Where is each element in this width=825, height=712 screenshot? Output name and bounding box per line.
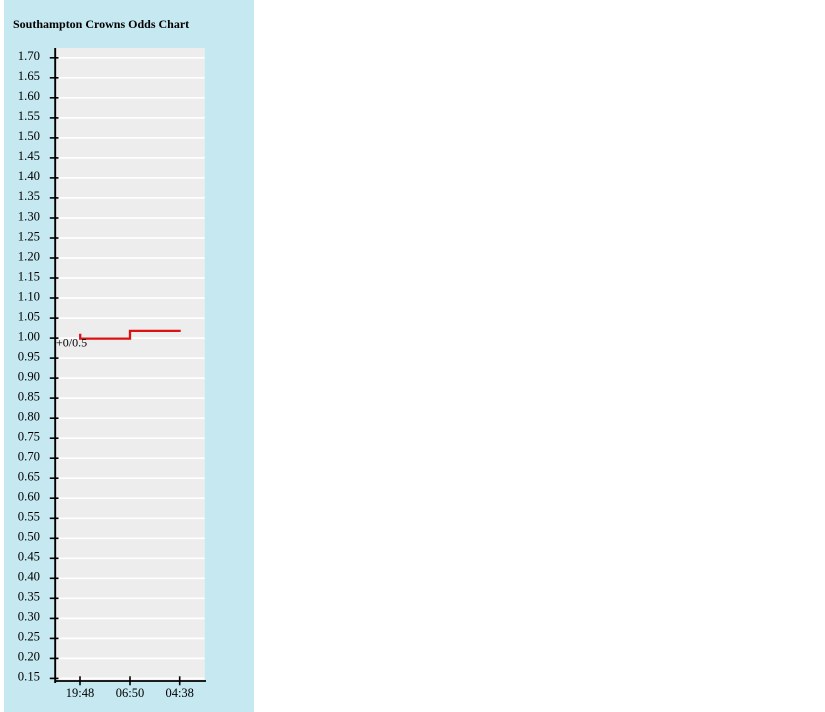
svg-text:1.25: 1.25: [18, 229, 40, 243]
svg-text:0.95: 0.95: [18, 349, 40, 363]
svg-text:1.20: 1.20: [18, 249, 40, 263]
svg-text:0.90: 0.90: [18, 369, 40, 383]
svg-text:0.55: 0.55: [18, 510, 40, 524]
svg-text:0.85: 0.85: [18, 389, 40, 403]
svg-text:0.30: 0.30: [18, 610, 40, 624]
svg-text:0.75: 0.75: [18, 430, 40, 444]
svg-text:1.45: 1.45: [18, 149, 40, 163]
svg-text:06:50: 06:50: [116, 686, 144, 700]
svg-text:19:48: 19:48: [66, 686, 94, 700]
svg-text:0.25: 0.25: [18, 630, 40, 644]
svg-text:1.65: 1.65: [18, 69, 40, 83]
svg-text:0.70: 0.70: [18, 450, 40, 464]
svg-text:+0/0.5: +0/0.5: [56, 336, 87, 350]
svg-text:1.35: 1.35: [18, 189, 40, 203]
svg-text:1.05: 1.05: [18, 309, 40, 323]
svg-text:0.40: 0.40: [18, 570, 40, 584]
svg-text:1.50: 1.50: [18, 129, 40, 143]
svg-text:0.35: 0.35: [18, 590, 40, 604]
svg-text:0.65: 0.65: [18, 470, 40, 484]
svg-text:0.20: 0.20: [18, 650, 40, 664]
svg-text:0.45: 0.45: [18, 550, 40, 564]
svg-text:1.40: 1.40: [18, 169, 40, 183]
svg-text:1.60: 1.60: [18, 89, 40, 103]
svg-text:0.80: 0.80: [18, 410, 40, 424]
svg-text:0.60: 0.60: [18, 490, 40, 504]
svg-text:1.55: 1.55: [18, 109, 40, 123]
svg-text:0.15: 0.15: [18, 670, 40, 684]
svg-text:0.50: 0.50: [18, 530, 40, 544]
svg-text:1.15: 1.15: [18, 269, 40, 283]
svg-text:1.00: 1.00: [18, 329, 40, 343]
svg-text:1.30: 1.30: [18, 209, 40, 223]
svg-text:1.10: 1.10: [18, 289, 40, 303]
svg-text:1.70: 1.70: [18, 49, 40, 63]
svg-text:04:38: 04:38: [165, 686, 193, 700]
